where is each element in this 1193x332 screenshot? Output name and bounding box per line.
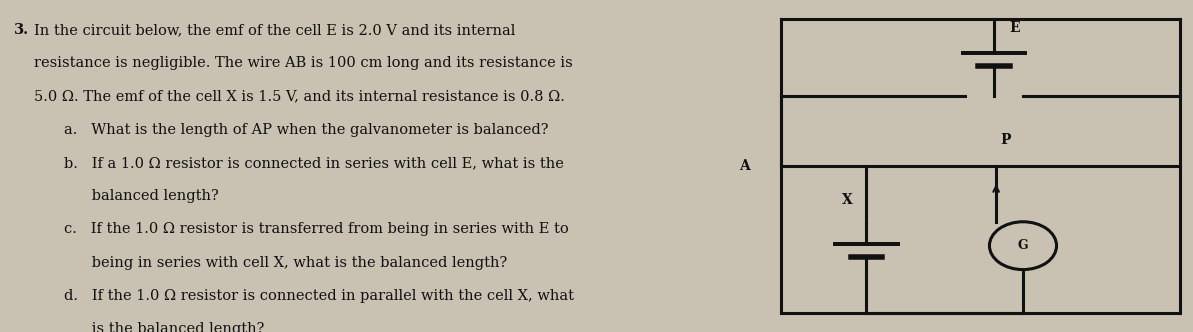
Text: is the balanced length?: is the balanced length?	[64, 322, 265, 332]
Text: G: G	[1018, 239, 1028, 252]
Text: resistance is negligible. The wire AB is 100 cm long and its resistance is: resistance is negligible. The wire AB is…	[35, 56, 573, 70]
Text: a.   What is the length of AP when the galvanometer is balanced?: a. What is the length of AP when the gal…	[64, 123, 549, 137]
Text: being in series with cell X, what is the balanced length?: being in series with cell X, what is the…	[64, 256, 508, 270]
Text: In the circuit below, the emf of the cell E is 2.0 V and its internal: In the circuit below, the emf of the cel…	[35, 23, 515, 37]
Text: c.   If the 1.0 Ω resistor is transferred from being in series with E to: c. If the 1.0 Ω resistor is transferred …	[64, 222, 569, 236]
Text: 3.: 3.	[13, 23, 29, 37]
Text: X: X	[842, 194, 853, 208]
Text: d.   If the 1.0 Ω resistor is connected in parallel with the cell X, what: d. If the 1.0 Ω resistor is connected in…	[64, 289, 574, 303]
Text: A: A	[740, 159, 750, 173]
Text: b.   If a 1.0 Ω resistor is connected in series with cell E, what is the: b. If a 1.0 Ω resistor is connected in s…	[64, 156, 564, 170]
Text: balanced length?: balanced length?	[64, 189, 220, 203]
Text: P: P	[1001, 133, 1012, 147]
Text: E: E	[1009, 21, 1020, 35]
Text: 5.0 Ω. The emf of the cell X is 1.5 V, and its internal resistance is 0.8 Ω.: 5.0 Ω. The emf of the cell X is 1.5 V, a…	[35, 90, 565, 104]
